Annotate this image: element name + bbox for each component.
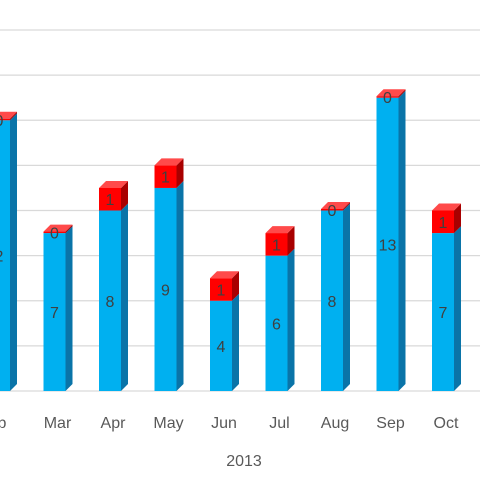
data-label: 1 [106, 192, 115, 209]
x-tick-label: Jul [269, 415, 289, 432]
x-tick-label: May [153, 415, 183, 432]
bar-segment [154, 158, 184, 188]
x-tick-label: Oct [434, 415, 459, 432]
data-label: 8 [106, 294, 115, 311]
x-tick-label: Mar [44, 415, 72, 432]
bar-segment [376, 89, 406, 98]
data-label: 0 [383, 90, 392, 107]
data-label: 8 [328, 294, 337, 311]
data-label: 1 [439, 215, 448, 232]
x-tick-labels: b Mar Apr May Jun Jul Aug Sep Oct [0, 415, 459, 432]
data-label: 13 [379, 237, 397, 254]
bar-segment [321, 202, 350, 211]
data-labels: 2 0 7 0 8 1 9 1 4 1 6 1 8 0 13 0 7 1 [0, 90, 448, 356]
data-label: 0 [0, 113, 4, 130]
bar-segment [265, 226, 295, 256]
bar-segment [432, 203, 461, 234]
bars [0, 89, 461, 391]
bar-segment [43, 226, 73, 391]
data-label: 1 [161, 170, 170, 187]
x-axis-title: 2013 [226, 453, 262, 470]
x-tick-label: Aug [321, 415, 349, 432]
data-label: 1 [217, 282, 226, 299]
data-label: 9 [161, 282, 170, 299]
data-label: 4 [217, 339, 226, 356]
x-tick-label: Apr [101, 415, 127, 432]
data-label: 7 [439, 305, 448, 322]
data-label: 6 [272, 316, 281, 333]
bar-segment [43, 224, 73, 234]
data-label: 7 [50, 305, 59, 322]
bar-segment [0, 111, 17, 121]
bar-segment [210, 271, 239, 301]
x-tick-label: b [0, 415, 7, 432]
gridlines [0, 29, 480, 392]
x-tick-label: Jun [211, 415, 237, 432]
data-label: 0 [328, 203, 337, 220]
data-label: 1 [272, 237, 281, 254]
bar-segment [99, 203, 128, 391]
data-label: 0 [50, 226, 59, 243]
data-label: 2 [0, 249, 4, 266]
bar-segment [99, 180, 128, 211]
x-tick-label: Sep [376, 415, 405, 432]
bar-segment [321, 203, 350, 391]
